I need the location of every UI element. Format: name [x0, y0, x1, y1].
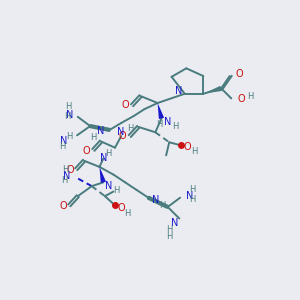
Text: N: N [171, 218, 178, 228]
Text: H: H [127, 124, 134, 133]
Text: H: H [166, 232, 172, 241]
Text: H: H [172, 122, 178, 130]
Text: O: O [117, 203, 125, 213]
Text: H: H [66, 132, 72, 141]
Text: N: N [66, 110, 73, 119]
Text: H: H [62, 166, 69, 175]
Polygon shape [203, 86, 222, 94]
Polygon shape [158, 103, 164, 119]
Text: H: H [189, 195, 196, 204]
Text: N: N [175, 86, 182, 96]
Text: H: H [156, 120, 162, 129]
Text: N: N [60, 136, 67, 146]
Polygon shape [100, 167, 106, 183]
Text: H: H [113, 186, 120, 195]
Text: H: H [65, 102, 72, 111]
Text: O: O [183, 142, 191, 152]
Text: H: H [61, 176, 67, 185]
Text: N: N [105, 181, 112, 191]
Text: N: N [152, 195, 159, 205]
Text: O: O [238, 94, 245, 104]
Text: N: N [64, 171, 71, 181]
Text: O: O [59, 201, 67, 211]
Text: N: N [117, 127, 124, 137]
Text: H: H [106, 148, 112, 158]
Text: H: H [191, 147, 197, 156]
Text: N: N [98, 127, 105, 136]
Text: N: N [164, 117, 171, 127]
Text: H: H [64, 112, 70, 121]
Text: O: O [121, 100, 129, 110]
Text: H: H [189, 185, 196, 194]
Text: O: O [236, 69, 244, 79]
Text: N: N [186, 191, 194, 201]
Text: O: O [82, 146, 90, 156]
Text: H: H [90, 133, 97, 142]
Text: O: O [119, 131, 127, 141]
Text: H: H [124, 208, 130, 217]
Text: N: N [100, 153, 107, 163]
Text: H: H [59, 142, 65, 152]
Text: H: H [166, 225, 172, 234]
Text: O: O [66, 165, 74, 175]
Text: H: H [247, 92, 253, 101]
Text: H: H [159, 201, 166, 210]
